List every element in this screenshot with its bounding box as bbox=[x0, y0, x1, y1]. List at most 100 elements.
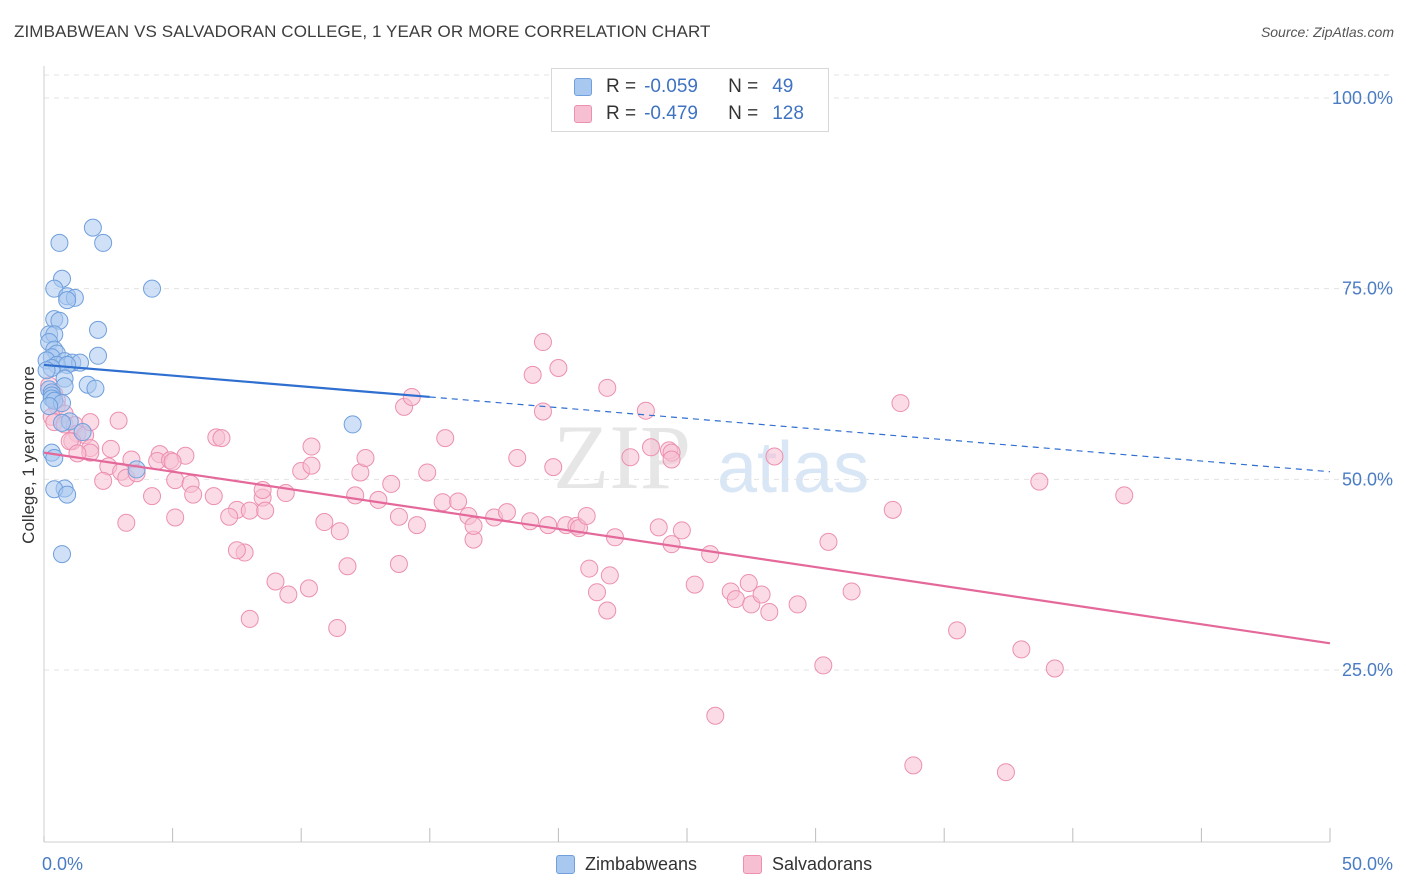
salvadoran-point bbox=[240, 501, 259, 520]
salvadoran-point bbox=[760, 603, 779, 622]
n-label: N = bbox=[728, 76, 759, 97]
salvadoran-point bbox=[1012, 640, 1031, 659]
zimbabwean-trend-extension bbox=[429, 396, 1331, 473]
salvadoran-swatch bbox=[574, 105, 592, 123]
salvadoran-point bbox=[508, 448, 527, 467]
salvadoran-point bbox=[227, 541, 246, 560]
salvadoran-point bbox=[109, 411, 128, 430]
zimbabwean-point bbox=[89, 320, 108, 339]
zimbabwean-point bbox=[73, 423, 92, 442]
y-tick-label: 50.0% bbox=[1342, 469, 1393, 489]
y-axis-label: College, 1 year or more bbox=[19, 366, 38, 544]
trend-lines bbox=[43, 363, 1331, 645]
salvadoran-point bbox=[94, 471, 113, 490]
salvadoran-point bbox=[356, 448, 375, 467]
legend-row-zimbabweans: R = -0.059 N = 49 bbox=[552, 73, 793, 101]
salvadoran-point bbox=[577, 506, 596, 525]
zimbabwean-trend-line bbox=[43, 363, 430, 399]
salvadoran-points bbox=[40, 333, 1134, 782]
zimbabwean-point bbox=[86, 379, 105, 398]
salvadoran-point bbox=[765, 447, 784, 466]
salvadoran-point bbox=[544, 458, 563, 477]
legend-label: Salvadorans bbox=[772, 853, 873, 874]
salvadoran-point bbox=[101, 439, 120, 458]
legend-item-salvadorans: Salvadorans bbox=[743, 851, 872, 877]
salvadoran-point bbox=[580, 559, 599, 578]
salvadoran-point bbox=[996, 763, 1015, 782]
salvadoran-point bbox=[315, 513, 334, 532]
salvadoran-point bbox=[389, 554, 408, 573]
salvadoran-point bbox=[449, 492, 468, 511]
zimbabwean-point bbox=[58, 291, 77, 310]
salvadoran-point bbox=[948, 621, 967, 640]
salvadoran-point bbox=[662, 450, 681, 469]
salvadoran-point bbox=[904, 756, 923, 775]
salvadoran-point bbox=[649, 518, 668, 537]
zimbabwean-point bbox=[58, 485, 77, 504]
zimbabwean-point bbox=[53, 413, 72, 432]
n-value: 128 bbox=[772, 103, 804, 124]
r-value: -0.059 bbox=[644, 76, 698, 97]
salvadoran-point bbox=[497, 503, 516, 522]
salvadoran-point bbox=[533, 333, 552, 352]
legend-row-salvadorans: R = -0.479 N = 128 bbox=[552, 100, 804, 128]
salvadoran-point bbox=[240, 609, 259, 628]
salvadoran-point bbox=[279, 585, 298, 604]
zimbabwean-legend-swatch bbox=[556, 854, 575, 874]
salvadoran-point bbox=[369, 490, 388, 509]
salvadoran-point bbox=[685, 575, 704, 594]
r-label: R = bbox=[606, 103, 637, 124]
zimbabwean-point bbox=[143, 279, 162, 298]
salvadoran-point bbox=[418, 463, 437, 482]
salvadoran-point bbox=[143, 487, 162, 506]
x-tick-label-end: 50.0% bbox=[1342, 854, 1393, 874]
salvadoran-point bbox=[184, 485, 203, 504]
zimbabwean-point bbox=[45, 448, 64, 467]
salvadoran-point bbox=[328, 619, 347, 638]
r-label: R = bbox=[606, 76, 637, 97]
salvadoran-point bbox=[533, 402, 552, 421]
salvadoran-point bbox=[883, 500, 902, 519]
salvadoran-point bbox=[163, 452, 182, 471]
n-value: 49 bbox=[772, 76, 794, 97]
zimbabwean-point bbox=[53, 545, 72, 564]
salvadoran-point bbox=[204, 487, 223, 506]
salvadoran-point bbox=[672, 521, 691, 540]
watermark-atlas: atlas bbox=[717, 428, 869, 508]
zimbabwean-point bbox=[127, 460, 146, 479]
n-label: N = bbox=[728, 103, 759, 124]
salvadoran-point bbox=[819, 532, 838, 551]
zimbabwean-point bbox=[343, 415, 362, 434]
salvadoran-point bbox=[539, 516, 558, 535]
r-value: -0.479 bbox=[644, 103, 698, 124]
salvadoran-trend-line bbox=[43, 451, 1331, 645]
correlation-legend: R = -0.059 N = 49 R = -0.479 N = 128 bbox=[551, 68, 829, 132]
salvadoran-point bbox=[549, 358, 568, 377]
salvadoran-point bbox=[814, 656, 833, 675]
salvadoran-point bbox=[600, 566, 619, 585]
salvadoran-point bbox=[891, 394, 910, 413]
salvadoran-point bbox=[256, 501, 275, 520]
salvadoran-legend-swatch bbox=[743, 854, 762, 874]
salvadoran-point bbox=[1045, 659, 1064, 678]
legend-label: Zimbabweans bbox=[585, 853, 698, 874]
salvadoran-point bbox=[433, 493, 452, 512]
zimbabwean-point bbox=[83, 218, 102, 237]
salvadoran-point bbox=[302, 456, 321, 475]
salvadoran-point bbox=[1115, 486, 1134, 505]
salvadoran-point bbox=[166, 471, 185, 490]
salvadoran-point bbox=[212, 429, 231, 448]
gridlines bbox=[44, 74, 1392, 671]
chart-title: ZIMBABWEAN VS SALVADORAN COLLEGE, 1 YEAR… bbox=[14, 22, 711, 41]
salvadoran-point bbox=[330, 522, 349, 541]
source-credit: Source: ZipAtlas.com bbox=[1260, 24, 1394, 40]
x-tick-label-start: 0.0% bbox=[42, 854, 83, 874]
salvadoran-point bbox=[299, 579, 318, 598]
salvadoran-point bbox=[166, 508, 185, 527]
salvadoran-point bbox=[302, 437, 321, 456]
y-tick-label: 100.0% bbox=[1332, 88, 1393, 108]
legend-item-zimbabweans: Zimbabweans bbox=[556, 851, 697, 877]
salvadoran-point bbox=[389, 507, 408, 526]
salvadoran-point bbox=[788, 595, 807, 614]
